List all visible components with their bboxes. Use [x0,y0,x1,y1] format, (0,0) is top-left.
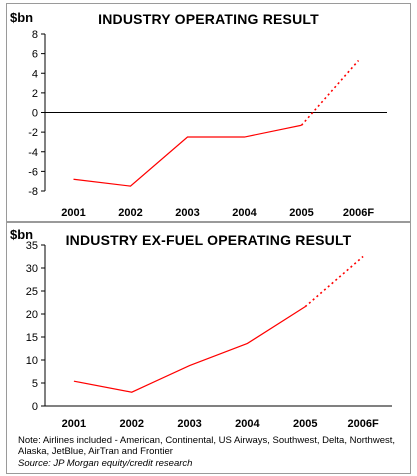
x-tick-label: 2006F [343,207,374,219]
x-tick-label: 2001 [61,207,85,219]
x-tick-label: 2003 [177,418,201,430]
x-tick-label: 2004 [235,418,260,430]
y-tick-label: 30 [26,263,38,275]
chart-plot-operating-result: 8 6 4 2 0 -2 -4 -6 -8 2001 2002 2003 2004 2005 2006F [28,29,387,219]
x-tick-label: 2002 [118,207,142,219]
chart-title: INDUSTRY EX-FUEL OPERATING RESULT [65,232,352,248]
y-tick-label: -6 [28,166,38,178]
x-tick-label: 2006F [347,418,378,430]
y-tick-label: 6 [32,49,38,61]
y-tick-label: 2 [32,88,38,100]
y-tick-label: 4 [32,68,38,80]
chart-panel-ex-fuel-result: $bn INDUSTRY EX-FUEL OPERATING RESULT 35… [6,222,411,474]
y-unit-label: $bn [10,10,34,25]
x-tick-label: 2002 [120,418,144,430]
y-tick-label: 35 [26,240,38,252]
y-tick-label: 25 [26,286,38,298]
x-tick-label: 2005 [289,207,313,219]
y-unit-label: $bn [10,227,34,242]
chart-plot-ex-fuel-result: 35 30 25 20 15 10 5 0 2001 2002 2003 2004 2005 2006F [26,240,392,430]
series-line-actual [73,306,306,393]
source-note: Source: JP Morgan equity/credit research [18,458,193,469]
footnote-airlines: Note: Airlines included - American, Cont… [18,435,396,457]
y-tick-label: 10 [26,355,38,367]
y-tick-label: 15 [26,332,38,344]
y-tick-label: 8 [32,29,38,41]
y-tick-label: -8 [28,186,38,198]
x-tick-label: 2001 [62,418,86,430]
y-tick-label: -4 [28,147,38,159]
chart-title: INDUSTRY OPERATING RESULT [98,11,319,27]
y-tick-label: -2 [28,127,38,139]
y-tick-label: 20 [26,309,38,321]
x-tick-label: 2004 [232,207,257,219]
x-tick-label: 2003 [175,207,199,219]
y-tick-label: 5 [32,378,38,390]
x-tick-label: 2005 [293,418,317,430]
series-line-forecast [300,59,360,126]
series-line-actual [73,124,302,187]
y-tick-label: 0 [32,401,38,413]
chart-panel-operating-result: $bn INDUSTRY OPERATING RESULT 8 6 4 2 0 -2 -4 -… [6,3,411,222]
y-tick-label: 0 [32,108,38,120]
series-line-forecast [304,255,364,308]
